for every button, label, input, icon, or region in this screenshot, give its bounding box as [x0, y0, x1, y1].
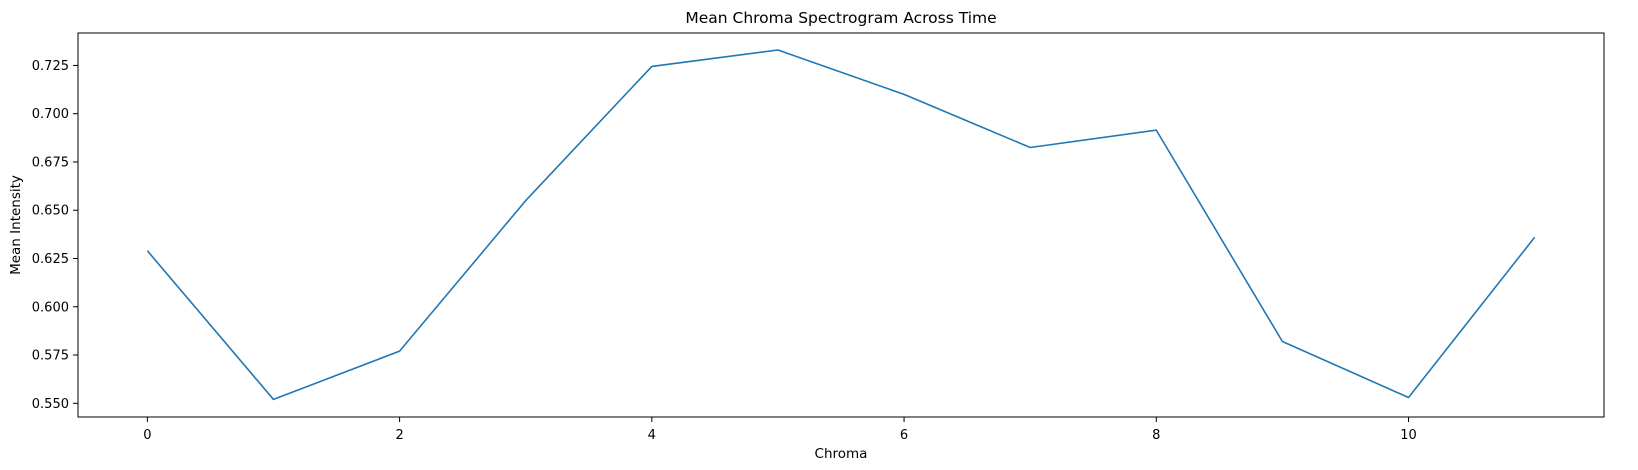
plot-area: 0 2 4 6 8 10 0.550 0.575 0.600 0.625 0.650 0.675 0.7… [32, 32, 1605, 443]
chart-title: Mean Chroma Spectrogram Across Time [685, 9, 996, 27]
plot-frame [77, 32, 1605, 418]
x-tick-label: 6 [900, 428, 908, 443]
y-tick-label: 0.575 [32, 349, 69, 364]
x-tick-label: 8 [1152, 428, 1160, 443]
y-tick-label: 0.600 [32, 300, 69, 315]
series-line [146, 49, 1536, 401]
y-tick-label: 0.725 [32, 59, 69, 74]
y-tick-label: 0.625 [32, 252, 69, 267]
y-tick-label: 0.700 [32, 107, 69, 122]
x-tick-label: 4 [648, 428, 656, 443]
x-tick-label: 0 [143, 428, 151, 443]
y-tick-label: 0.675 [32, 155, 69, 170]
x-axis-label: Chroma [815, 446, 868, 462]
x-tick-label: 10 [1400, 428, 1417, 443]
y-axis-label: Mean Intensity [8, 175, 24, 275]
y-tick-label: 0.550 [32, 397, 69, 412]
x-tick-label: 2 [395, 428, 403, 443]
y-tick-label: 0.650 [32, 204, 69, 219]
